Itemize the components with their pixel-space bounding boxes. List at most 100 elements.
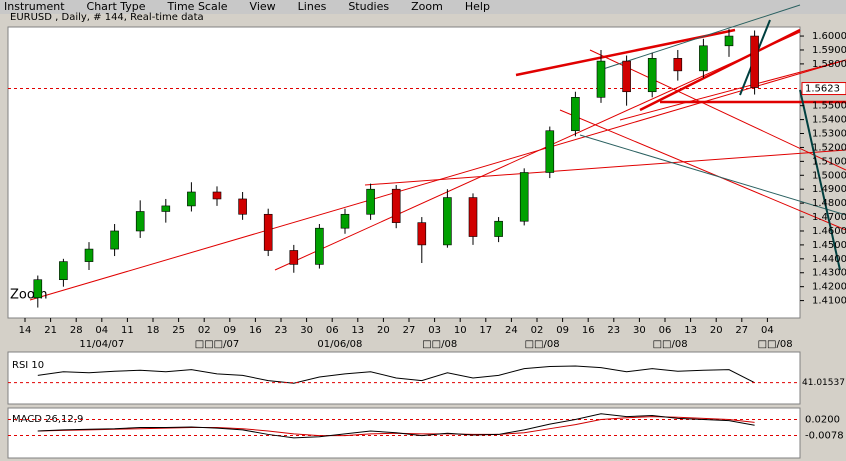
candle-body: [315, 227, 324, 265]
menu-item[interactable]: Chart Type: [86, 0, 146, 13]
x-tick-label: 27: [735, 325, 748, 336]
x-tick-label: 06: [659, 325, 672, 336]
month-label: □□□/07: [195, 339, 239, 350]
trendline: [619, 59, 846, 121]
x-tick-label: 21: [44, 325, 57, 336]
candle-body: [596, 60, 606, 98]
menu-item[interactable]: Instrument: [4, 0, 65, 13]
menu-item[interactable]: Help: [464, 0, 490, 13]
month-label: □□/08: [758, 339, 793, 350]
candle-body: [571, 97, 580, 132]
x-tick-label: 09: [556, 325, 569, 336]
x-tick-label: 02: [198, 325, 211, 336]
x-tick-label: 02: [531, 325, 544, 336]
x-tick-label: 03: [428, 325, 441, 336]
y-tick-label: 1.5200: [812, 142, 846, 153]
rsi-last-label: 41.01537: [802, 378, 845, 388]
x-tick-label: 16: [582, 325, 595, 336]
month-label: 11/04/07: [79, 339, 124, 350]
menu-item[interactable]: Lines: [297, 0, 327, 13]
y-tick-label: 1.4900: [812, 184, 846, 195]
x-tick-label: 04: [761, 325, 774, 336]
trendline: [579, 134, 846, 216]
trendline: [639, 28, 801, 112]
rsi-title: RSI 10: [12, 360, 44, 371]
x-tick-label: 30: [300, 325, 313, 336]
candle-body: [84, 248, 94, 262]
y-tick-label: 1.5100: [812, 156, 846, 167]
y-tick-label: 1.5400: [812, 115, 846, 126]
x-tick-label: 13: [351, 325, 364, 336]
x-tick-label: 04: [95, 325, 108, 336]
x-tick-label: 25: [172, 325, 185, 336]
candle-body: [647, 58, 657, 93]
candle-body: [263, 213, 273, 251]
x-tick-label: 13: [684, 325, 697, 336]
x-tick-label: 28: [70, 325, 83, 336]
macd-level-label: -0.0078: [805, 430, 844, 441]
candle-body: [366, 188, 375, 215]
candle-body: [187, 191, 196, 207]
macd-signal-line: [37, 416, 755, 437]
month-label: 01/06/08: [317, 339, 362, 350]
x-tick-label: 14: [19, 325, 32, 336]
trendline: [364, 149, 846, 186]
y-tick-label: 1.4500: [812, 240, 846, 251]
candle-body: [33, 279, 43, 299]
trendline: [559, 109, 846, 231]
y-tick-label: 1.4400: [812, 254, 846, 265]
x-tick-label: 23: [275, 325, 288, 336]
arrow: [799, 89, 841, 271]
x-tick-label: 17: [479, 325, 492, 336]
x-tick-label: 24: [505, 325, 518, 336]
x-tick-label: 23: [607, 325, 620, 336]
y-tick-label: 1.4300: [812, 268, 846, 279]
y-tick-label: 1.4200: [812, 282, 846, 293]
x-tick-label: 06: [326, 325, 339, 336]
y-tick-label: 1.5500: [812, 101, 846, 112]
month-label: □□/08: [653, 339, 688, 350]
candle-body: [212, 191, 222, 200]
trendline: [599, 4, 801, 71]
candle-body: [750, 35, 759, 88]
x-tick-label: 09: [223, 325, 236, 336]
x-tick-label: 20: [710, 325, 723, 336]
candle-body: [545, 130, 555, 173]
candle-body: [699, 45, 708, 72]
macd-title: MACD 26,12,9: [12, 414, 83, 425]
rsi-line: [37, 365, 755, 384]
x-tick-label: 10: [454, 325, 467, 336]
price-panel: [7, 26, 801, 319]
y-tick-label: 1.5300: [812, 129, 846, 140]
menu-bar: Instrument Chart Type Time Scale View Lines S…: [0, 0, 846, 14]
candle-body: [391, 188, 401, 223]
menu-item[interactable]: Time Scale: [167, 0, 228, 13]
rsi-panel: [7, 351, 801, 405]
chart-title: EURUSD , Daily, # 144, Real-time data: [10, 12, 204, 23]
candle-body: [161, 205, 171, 212]
y-tick-label: 1.6000: [812, 31, 846, 42]
trendlines: [29, 4, 846, 301]
y-tick-label: 1.4800: [812, 198, 846, 209]
candle-body: [468, 197, 478, 237]
last-price-box: [801, 82, 846, 96]
x-tick-label: 27: [403, 325, 416, 336]
trendline: [589, 49, 846, 171]
candle-body: [340, 213, 350, 229]
last-price-label: 1.5623: [805, 84, 840, 95]
x-tick-label: 18: [147, 325, 160, 336]
candle-body: [289, 250, 299, 265]
y-tick-label: 1.5000: [812, 170, 846, 181]
candle-body: [135, 211, 145, 232]
x-tick-label: 20: [377, 325, 390, 336]
candle-body: [443, 197, 452, 246]
menu-item[interactable]: View: [249, 0, 276, 13]
macd-level-label: 0.0200: [805, 414, 840, 425]
candle-body: [673, 58, 683, 72]
menu-item[interactable]: Zoom: [411, 0, 443, 13]
menu-item[interactable]: Studies: [348, 0, 390, 13]
candle-body: [417, 222, 427, 246]
month-label: □□/08: [422, 339, 457, 350]
